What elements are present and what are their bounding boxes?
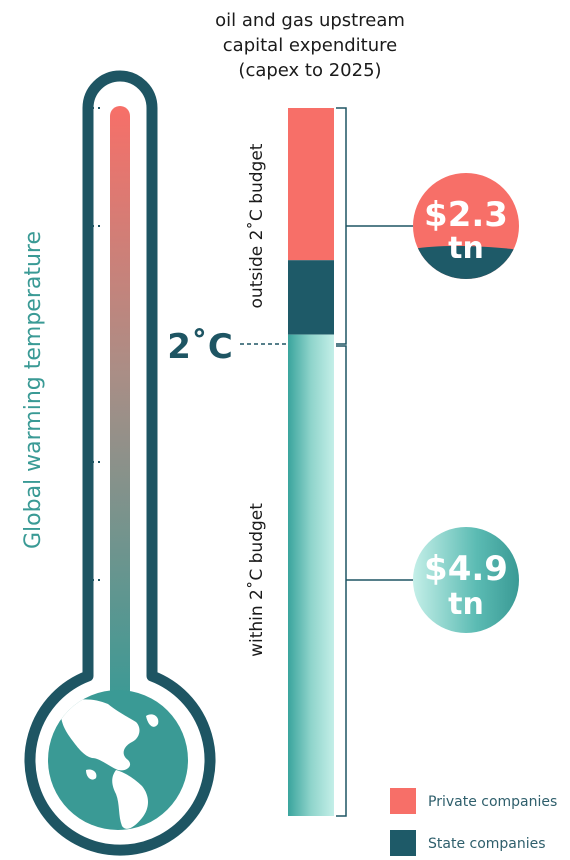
bar-segment-state-companies: [288, 260, 334, 335]
chart-title-line-1: oil and gas upstream: [215, 10, 405, 31]
thermometer-mercury: [110, 106, 130, 706]
amount-within-value: $4.9: [424, 549, 508, 589]
stacked-bar: [288, 108, 334, 816]
legend-swatch-private: [390, 788, 416, 814]
amount-bubble-within: $4.9 tn: [413, 527, 519, 633]
amount-within-unit: tn: [448, 587, 484, 622]
group-label-within: within 2˚C budget: [246, 503, 267, 657]
threshold-label: 2˚C: [167, 327, 233, 367]
thermometer-label: Global warming temperature: [21, 231, 46, 549]
chart-title-line-2: capital expenditure: [223, 35, 397, 56]
legend-swatch-state: [390, 830, 416, 856]
bracket-within: [336, 345, 413, 817]
legend-label-private: Private companies: [428, 794, 557, 810]
thermometer-outline: [24, 70, 216, 856]
thermometer-ticks: [92, 107, 104, 581]
bar-segment-private-companies: [288, 108, 334, 261]
amount-outside-unit: tn: [448, 231, 484, 266]
thermometer: Global warming temperature: [21, 70, 216, 856]
group-label-outside: outside 2˚C budget: [246, 143, 267, 308]
bracket-outside: [336, 107, 413, 345]
legend: Private companies State companies: [390, 788, 557, 856]
bar-segment-within-budget: [288, 334, 334, 816]
threshold-marker: 2˚C: [167, 327, 292, 367]
globe-icon: [48, 690, 188, 830]
amount-outside-value: $2.3: [424, 195, 508, 235]
legend-label-state: State companies: [428, 836, 546, 852]
chart-title-line-3: (capex to 2025): [238, 60, 381, 81]
amount-bubble-outside: $2.3 tn: [413, 173, 519, 279]
